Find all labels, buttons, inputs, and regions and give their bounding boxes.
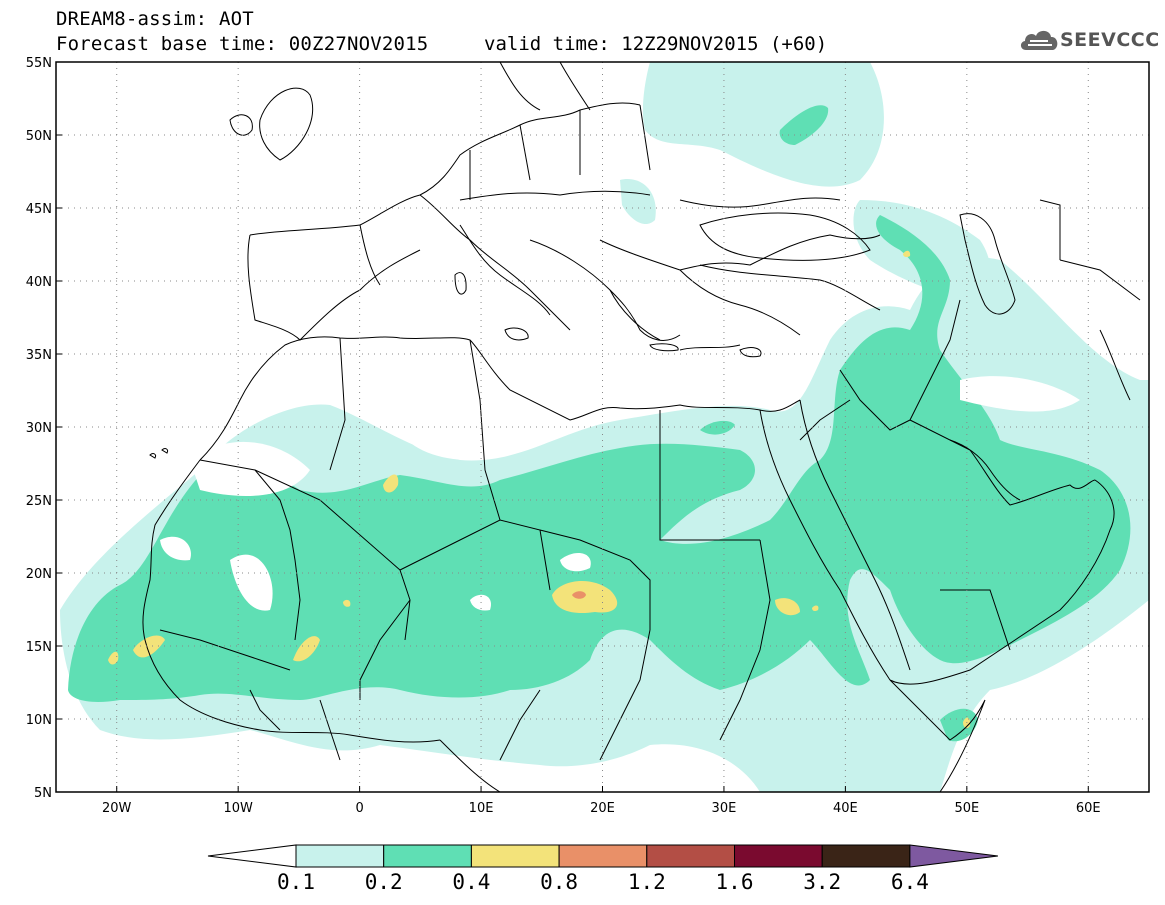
lat-tick-label: 35N bbox=[26, 348, 52, 363]
colorbar-level-label: 6.4 bbox=[890, 870, 929, 894]
lat-tick-label: 55N bbox=[26, 56, 52, 71]
forecast-base-time: Forecast base time: 00Z27NOV2015 bbox=[56, 33, 429, 55]
lat-tick-label: 20N bbox=[26, 567, 52, 582]
lon-tick-label: 30E bbox=[712, 801, 737, 816]
aot-level-0.8 bbox=[572, 591, 586, 599]
colorbar-segment bbox=[295, 844, 385, 868]
colorbar-level-label: 0.4 bbox=[452, 870, 491, 894]
seevccc-logo bbox=[1018, 24, 1158, 58]
lon-tick-label: 10W bbox=[223, 801, 253, 816]
aot-level-0.2 bbox=[68, 105, 1131, 742]
lon-tick-label: 50E bbox=[954, 801, 979, 816]
colorbar-under-arrow bbox=[207, 844, 297, 868]
colorbar-segment bbox=[734, 844, 823, 868]
lat-tick-label: 10N bbox=[26, 713, 52, 728]
lon-tick-label: 0 bbox=[355, 801, 363, 816]
graticule bbox=[56, 62, 1149, 792]
lon-tick-label: 10E bbox=[469, 801, 494, 816]
valid-time: valid time: 12Z29NOV2015 (+60) bbox=[484, 33, 828, 55]
lat-tick-label: 50N bbox=[26, 129, 52, 144]
lat-tick-label: 5N bbox=[34, 786, 52, 801]
lon-tick-label: 20W bbox=[102, 801, 132, 816]
colorbar-level-label: 0.2 bbox=[364, 870, 403, 894]
colorbar-segment bbox=[646, 844, 735, 868]
lon-tick-label: 40E bbox=[833, 801, 858, 816]
colorbar-level-label: 0.1 bbox=[277, 870, 315, 894]
colorbar-over-arrow bbox=[909, 844, 998, 868]
lat-tick-label: 25N bbox=[26, 494, 52, 509]
coastlines-and-borders bbox=[142, 62, 1141, 792]
aot-field bbox=[60, 62, 1149, 792]
colorbar bbox=[207, 844, 998, 868]
cloud-icon bbox=[1020, 30, 1058, 50]
colorbar-segment bbox=[821, 844, 911, 868]
map-title: DREAM8-assim: AOT bbox=[56, 8, 254, 30]
aot-level-0.4 bbox=[108, 250, 971, 729]
colorbar-segment bbox=[470, 844, 560, 868]
lon-tick-label: 20E bbox=[590, 801, 615, 816]
lat-tick-label: 30N bbox=[26, 421, 52, 436]
lon-tick-label: 60E bbox=[1076, 801, 1101, 816]
colorbar-level-label: 1.6 bbox=[715, 870, 754, 894]
map-axes: 20W 10W 0 10E 20E 30E 40E 50E 60E 55N 50N 45N 40N 35N… bbox=[26, 56, 1101, 816]
lat-tick-label: 40N bbox=[26, 275, 52, 290]
colorbar-level-label: 3.2 bbox=[803, 870, 842, 894]
colorbar-level-label: 1.2 bbox=[627, 870, 666, 894]
lat-tick-label: 15N bbox=[26, 640, 52, 655]
logo-text: SEEVCCC bbox=[1060, 29, 1160, 51]
colorbar-segment bbox=[558, 844, 648, 868]
lat-tick-label: 45N bbox=[26, 202, 52, 217]
colorbar-segment bbox=[383, 844, 472, 868]
colorbar-level-label: 0.8 bbox=[540, 870, 579, 894]
